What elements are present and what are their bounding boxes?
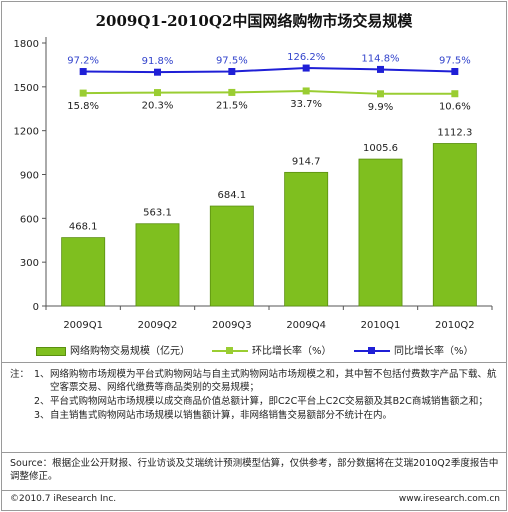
bar-value-label: 468.1 bbox=[69, 222, 98, 233]
bar-value-label: 1005.6 bbox=[363, 143, 398, 154]
footer: ©2010.7 iResearch Inc. www.iresearch.com… bbox=[10, 494, 500, 504]
bar-value-label: 914.7 bbox=[292, 156, 321, 167]
mom-growth-point bbox=[154, 89, 161, 97]
note-text: 平台式购物网站市场规模以成交商品价值总额计算，即C2C平台上C2C交易额及其B2… bbox=[50, 396, 488, 407]
legend-label-mom: 环比增长率（%） bbox=[252, 346, 332, 357]
divider-bottom bbox=[2, 490, 506, 491]
note-number: 3、 bbox=[34, 410, 50, 421]
yoy-growth-label: 114.8% bbox=[361, 53, 399, 64]
bar-value-label: 1112.3 bbox=[437, 127, 472, 138]
legend-label-yoy: 同比增长率（%） bbox=[394, 346, 474, 357]
source-text: Source：根据企业公开财报、行业访谈及艾瑞统计预测模型估算，仅供参考，部分数… bbox=[10, 458, 499, 482]
y-tick-label: 900 bbox=[20, 171, 39, 182]
website: www.iresearch.com.cn bbox=[398, 494, 500, 504]
note-text: 自主销售式购物网站市场规模以销售额计算，非网络销售交易额部分不统计在内。 bbox=[50, 410, 393, 421]
legend-swatch-bar bbox=[36, 346, 66, 356]
note-item-2: 2、 平台式购物网站市场规模以成交商品价值总额计算，即C2C平台上C2C交易额及… bbox=[10, 395, 500, 408]
x-tick-label: 2009Q2 bbox=[138, 320, 178, 331]
note-text: 网络购物市场规模为平台式购物网站与自主式购物网站市场规模之和，其中暂不包括付费数… bbox=[50, 369, 497, 393]
mom-growth-point bbox=[451, 90, 459, 98]
divider-middle bbox=[2, 452, 506, 453]
bar bbox=[358, 158, 403, 307]
note-item-3: 3、 自主销售式购物网站市场规模以销售额计算，非网络销售交易额部分不统计在内。 bbox=[10, 409, 500, 422]
y-tick-label: 300 bbox=[20, 258, 39, 269]
mom-growth-point bbox=[302, 87, 310, 95]
notes-lead: 注： bbox=[10, 369, 30, 380]
bar bbox=[135, 223, 180, 307]
y-tick-label: 1800 bbox=[14, 39, 39, 50]
chart-title: 2009Q1-2010Q2中国网络购物市场交易规模 bbox=[95, 12, 413, 30]
y-tick-label: 1200 bbox=[14, 127, 39, 138]
legend-item-bar: 网络购物交易规模（亿元） bbox=[36, 342, 190, 357]
divider-top bbox=[2, 362, 506, 363]
bar bbox=[432, 143, 477, 307]
yoy-growth-point bbox=[302, 64, 310, 72]
mom-growth-point bbox=[377, 90, 384, 98]
mom-growth-label: 21.5% bbox=[216, 100, 248, 111]
legend-swatch-yoy bbox=[354, 346, 390, 356]
legend: 网络购物交易规模（亿元） 环比增长率（%） 同比增长率（%） bbox=[2, 342, 506, 358]
notes: 注： 1、 网络购物市场规模为平台式购物网站与自主式购物网站市场规模之和，其中暂… bbox=[10, 368, 500, 423]
legend-label-bar: 网络购物交易规模（亿元） bbox=[70, 346, 190, 357]
yoy-growth-point bbox=[79, 68, 87, 76]
yoy-growth-line bbox=[83, 67, 455, 74]
mom-growth-label: 10.6% bbox=[439, 102, 471, 113]
bar bbox=[61, 237, 106, 307]
x-tick-label: 2010Q1 bbox=[361, 320, 401, 331]
bar bbox=[209, 205, 254, 307]
note-item-1: 注： 1、 网络购物市场规模为平台式购物网站与自主式购物网站市场规模之和，其中暂… bbox=[10, 368, 500, 394]
bar-value-label: 563.1 bbox=[143, 208, 172, 219]
note-number: 1、 bbox=[34, 369, 50, 380]
x-tick-label: 2010Q2 bbox=[435, 320, 475, 331]
legend-swatch-mom bbox=[212, 346, 248, 356]
yoy-growth-label: 97.5% bbox=[216, 56, 248, 67]
x-tick-label: 2009Q4 bbox=[286, 320, 326, 331]
x-tick-label: 2009Q3 bbox=[212, 320, 252, 331]
yoy-growth-point bbox=[451, 68, 459, 75]
mom-growth-point bbox=[79, 89, 87, 97]
mom-growth-line bbox=[83, 89, 455, 95]
yoy-growth-point bbox=[377, 65, 384, 73]
yoy-growth-label: 97.2% bbox=[67, 56, 99, 67]
copyright: ©2010.7 iResearch Inc. bbox=[10, 494, 117, 504]
yoy-growth-point bbox=[228, 68, 236, 75]
y-tick-label: 1500 bbox=[14, 83, 39, 94]
legend-item-mom: 环比增长率（%） bbox=[212, 342, 332, 357]
bar-value-label: 684.1 bbox=[218, 190, 247, 201]
note-number: 2、 bbox=[34, 396, 50, 407]
y-tick-label: 600 bbox=[20, 214, 39, 225]
legend-item-yoy: 同比增长率（%） bbox=[354, 342, 474, 357]
mom-growth-point bbox=[228, 88, 236, 96]
x-tick-label: 2009Q1 bbox=[63, 320, 103, 331]
mom-growth-label: 20.3% bbox=[142, 101, 174, 112]
mom-growth-label: 33.7% bbox=[290, 99, 322, 110]
bar bbox=[284, 171, 329, 307]
yoy-growth-label: 126.2% bbox=[287, 52, 325, 63]
mom-growth-label: 15.8% bbox=[67, 101, 99, 112]
yoy-growth-label: 91.8% bbox=[142, 56, 174, 67]
yoy-growth-point bbox=[154, 68, 161, 76]
mom-growth-label: 9.9% bbox=[368, 102, 393, 113]
combo-chart: 0 300 600 900 1200 1500 1800 2009Q1 2009Q2 2009Q3… bbox=[14, 37, 493, 331]
yoy-growth-label: 97.5% bbox=[439, 56, 471, 67]
y-tick-label: 0 bbox=[33, 302, 39, 313]
